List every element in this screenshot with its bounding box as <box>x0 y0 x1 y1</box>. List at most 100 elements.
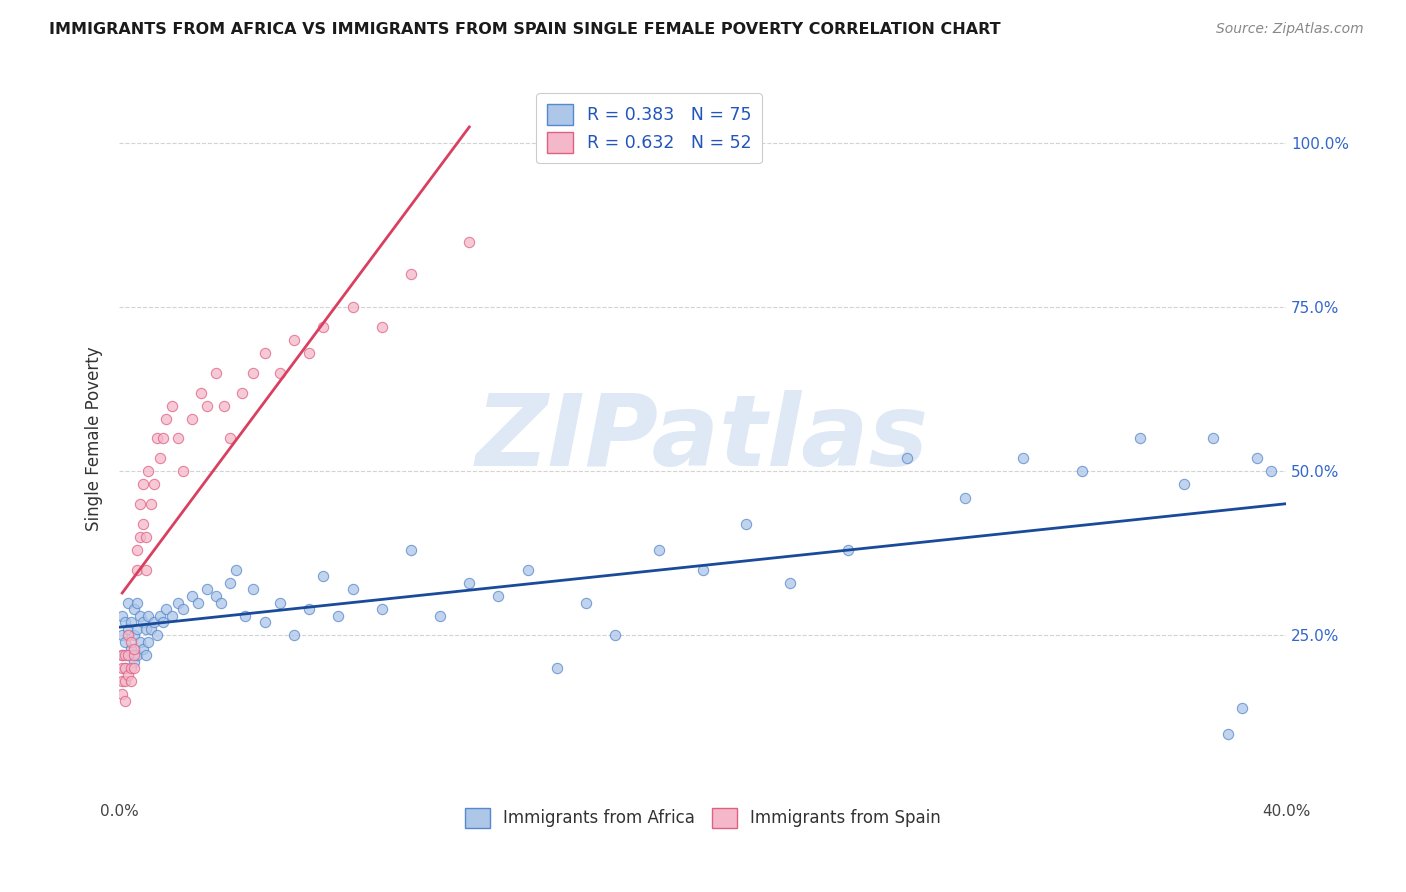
Text: IMMIGRANTS FROM AFRICA VS IMMIGRANTS FROM SPAIN SINGLE FEMALE POVERTY CORRELATIO: IMMIGRANTS FROM AFRICA VS IMMIGRANTS FRO… <box>49 22 1001 37</box>
Point <box>141 497 163 511</box>
Point <box>128 497 150 511</box>
Point <box>181 589 204 603</box>
Point <box>896 451 918 466</box>
Point <box>172 602 194 616</box>
Point <box>120 635 142 649</box>
Point <box>1202 432 1225 446</box>
Point <box>146 628 169 642</box>
Point <box>242 366 264 380</box>
Point <box>117 648 139 662</box>
Point <box>135 530 157 544</box>
Point <box>488 589 510 603</box>
Point <box>111 608 134 623</box>
Point <box>692 563 714 577</box>
Point <box>125 563 148 577</box>
Point <box>114 635 136 649</box>
Point <box>735 516 758 531</box>
Point <box>204 589 226 603</box>
Point <box>371 319 394 334</box>
Point <box>138 635 160 649</box>
Point <box>219 575 242 590</box>
Point <box>429 608 451 623</box>
Point <box>1173 477 1195 491</box>
Point <box>195 399 218 413</box>
Point <box>166 432 188 446</box>
Point <box>131 516 153 531</box>
Point <box>342 300 364 314</box>
Point <box>128 608 150 623</box>
Point <box>1129 432 1152 446</box>
Point <box>209 596 232 610</box>
Point <box>516 563 538 577</box>
Point <box>141 622 163 636</box>
Point <box>117 668 139 682</box>
Point <box>160 399 183 413</box>
Point <box>214 399 236 413</box>
Point <box>125 648 148 662</box>
Point <box>131 477 153 491</box>
Point <box>219 432 242 446</box>
Point <box>120 661 142 675</box>
Point <box>399 268 422 282</box>
Point <box>953 491 976 505</box>
Y-axis label: Single Female Poverty: Single Female Poverty <box>86 346 103 531</box>
Point <box>146 432 169 446</box>
Point <box>1070 464 1092 478</box>
Point <box>117 596 139 610</box>
Point <box>111 688 134 702</box>
Point <box>312 319 335 334</box>
Point <box>172 464 194 478</box>
Point <box>269 596 291 610</box>
Point <box>122 602 145 616</box>
Point <box>187 596 209 610</box>
Point <box>546 661 568 675</box>
Point <box>117 648 139 662</box>
Point <box>155 602 177 616</box>
Point <box>122 628 145 642</box>
Point <box>458 575 481 590</box>
Point <box>298 346 321 360</box>
Point <box>283 628 305 642</box>
Point <box>143 615 166 630</box>
Point <box>233 608 256 623</box>
Point <box>149 608 172 623</box>
Point <box>125 543 148 558</box>
Point <box>152 615 174 630</box>
Point <box>155 411 177 425</box>
Point <box>111 648 134 662</box>
Point <box>152 432 174 446</box>
Point <box>342 582 364 597</box>
Point <box>371 602 394 616</box>
Point <box>166 596 188 610</box>
Point <box>111 674 134 689</box>
Point <box>111 661 134 675</box>
Point <box>160 608 183 623</box>
Point <box>122 655 145 669</box>
Point <box>326 608 349 623</box>
Point <box>120 674 142 689</box>
Point <box>111 648 134 662</box>
Point <box>254 615 277 630</box>
Point <box>138 608 160 623</box>
Point <box>837 543 859 558</box>
Point <box>128 635 150 649</box>
Point <box>122 641 145 656</box>
Point <box>114 648 136 662</box>
Point <box>135 648 157 662</box>
Point <box>242 582 264 597</box>
Point <box>120 641 142 656</box>
Point <box>1246 451 1268 466</box>
Point <box>125 622 148 636</box>
Point <box>779 575 801 590</box>
Point <box>114 694 136 708</box>
Text: ZIPatlas: ZIPatlas <box>477 390 929 487</box>
Point <box>114 661 136 675</box>
Point <box>114 615 136 630</box>
Point <box>117 628 139 642</box>
Point <box>114 661 136 675</box>
Point <box>575 596 598 610</box>
Point <box>1012 451 1035 466</box>
Point <box>225 563 247 577</box>
Point <box>648 543 671 558</box>
Legend: Immigrants from Africa, Immigrants from Spain: Immigrants from Africa, Immigrants from … <box>458 801 948 835</box>
